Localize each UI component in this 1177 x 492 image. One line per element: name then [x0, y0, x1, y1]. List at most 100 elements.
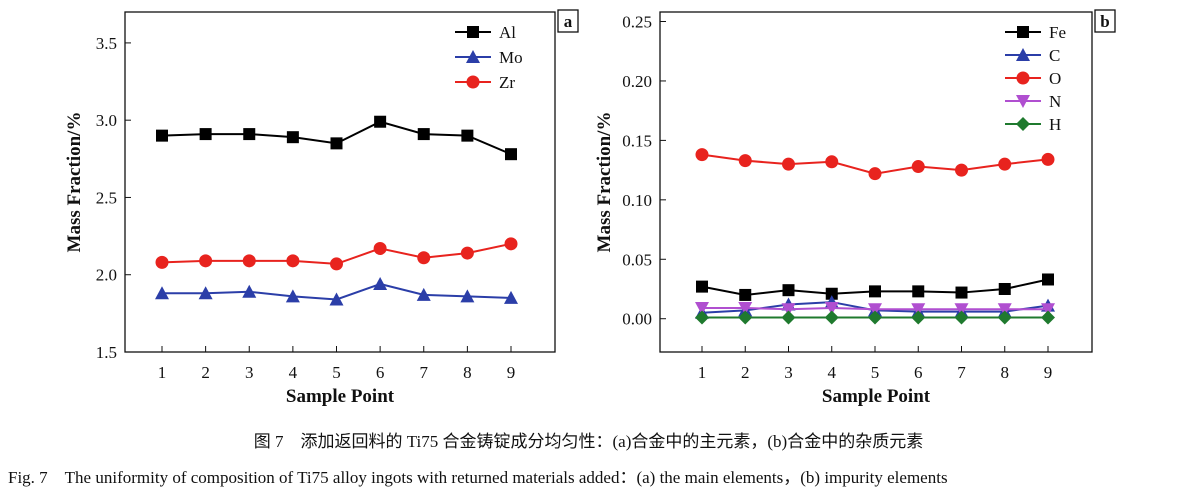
data-point	[695, 310, 709, 325]
series-H	[695, 310, 1055, 325]
data-point	[374, 115, 387, 128]
y-axis-label: Mass Fraction/%	[594, 112, 615, 253]
data-point	[373, 241, 387, 255]
x-tick-label: 1	[698, 363, 707, 382]
legend-marker	[1016, 95, 1030, 108]
data-point	[955, 163, 968, 177]
legend-entry: Zr	[455, 73, 515, 92]
data-point	[738, 302, 753, 316]
data-point	[869, 285, 881, 298]
x-tick-label: 9	[1044, 363, 1053, 382]
data-point	[738, 154, 752, 168]
data-point	[1042, 273, 1054, 286]
series-N	[695, 302, 1055, 317]
x-tick-label: 6	[376, 363, 385, 382]
series-Fe	[696, 273, 1054, 301]
y-tick-label: 2.5	[96, 188, 117, 207]
legend-marker	[466, 75, 480, 89]
data-point	[1041, 152, 1055, 166]
data-point	[781, 303, 796, 317]
y-tick-label: 0.00	[622, 310, 652, 329]
legend-marker	[1016, 117, 1030, 131]
series-Al	[156, 115, 517, 161]
panel-label-box	[557, 9, 579, 33]
data-point	[911, 160, 925, 174]
data-point	[954, 310, 969, 325]
x-tick-label: 8	[1001, 363, 1010, 382]
y-tick-label: 0.15	[622, 131, 652, 150]
y-tick-label: 0.10	[622, 191, 652, 210]
legend-label: Al	[499, 23, 516, 42]
x-tick-label: 5	[871, 363, 880, 382]
legend-entry: Fe	[1005, 23, 1066, 42]
data-point	[242, 284, 257, 298]
y-axis-label: Mass Fraction/%	[64, 112, 85, 253]
data-point	[505, 148, 517, 161]
plot-frame	[659, 11, 1093, 353]
x-tick-label: 2	[741, 363, 750, 382]
data-point	[1041, 303, 1055, 317]
data-point	[243, 128, 256, 141]
x-tick-label: 2	[201, 363, 210, 382]
legend-marker	[1016, 71, 1030, 85]
data-point	[824, 302, 839, 316]
panel-label-box	[1094, 9, 1116, 33]
x-tick-label: 5	[332, 363, 341, 382]
series-Mo	[155, 277, 518, 306]
legend-entry: N	[1005, 92, 1061, 111]
x-tick-label: 3	[245, 363, 254, 382]
x-axis-label: Sample Point	[822, 386, 931, 407]
legend-entry: Mo	[455, 48, 523, 67]
data-point	[155, 255, 169, 269]
x-tick-label: 6	[914, 363, 923, 382]
caption-chinese: 图 7 添加返回料的 Ti75 合金铸锭成分均匀性：(a)合金中的主元素，(b)…	[253, 432, 924, 451]
data-point	[997, 310, 1012, 325]
legend-marker	[1017, 26, 1029, 38]
data-point	[461, 129, 474, 142]
plot-frame	[124, 11, 556, 353]
data-point	[824, 310, 839, 325]
data-point	[955, 286, 968, 299]
data-point	[782, 284, 795, 297]
x-tick-label: 7	[957, 363, 966, 382]
data-point	[504, 290, 518, 304]
data-point	[912, 285, 925, 298]
x-tick-label: 4	[828, 363, 837, 382]
data-point	[416, 287, 431, 301]
data-point	[1041, 310, 1055, 325]
series-Zr	[155, 237, 518, 271]
x-tick-label: 4	[289, 363, 298, 382]
data-point	[868, 303, 882, 317]
data-point	[155, 286, 169, 300]
data-point	[286, 131, 299, 144]
data-point	[460, 246, 474, 260]
y-tick-label: 0.20	[622, 72, 652, 91]
caption-english: Fig. 7 The uniformity of composition of …	[8, 468, 948, 487]
data-point	[696, 280, 708, 293]
data-point	[868, 310, 882, 325]
legend-label: Fe	[1049, 23, 1066, 42]
panel-label: a	[564, 12, 573, 31]
data-point	[330, 137, 343, 150]
data-point	[286, 254, 300, 268]
data-point	[156, 129, 168, 142]
y-tick-label: 2.0	[96, 266, 117, 285]
x-tick-label: 1	[158, 363, 167, 382]
x-tick-label: 7	[420, 363, 429, 382]
chart-a: 1.5 2.0 2.5 3.0 3.5 1 2 3 4 5 6 7 8 9 Sample Point Mass…	[64, 9, 579, 407]
data-point	[739, 288, 752, 301]
legend-entry: O	[1005, 69, 1061, 88]
x-axis-label: Sample Point	[286, 386, 395, 407]
data-point	[199, 128, 212, 141]
data-point	[285, 289, 300, 303]
legend-label: O	[1049, 69, 1061, 88]
data-point	[954, 303, 969, 317]
data-point	[911, 303, 926, 317]
data-point	[329, 292, 344, 306]
data-point	[460, 289, 475, 303]
y-tick-label: 3.5	[96, 34, 117, 53]
legend-label: Zr	[499, 73, 515, 92]
data-point	[825, 155, 839, 169]
data-point	[330, 257, 343, 271]
legend-entry: H	[1005, 115, 1061, 134]
